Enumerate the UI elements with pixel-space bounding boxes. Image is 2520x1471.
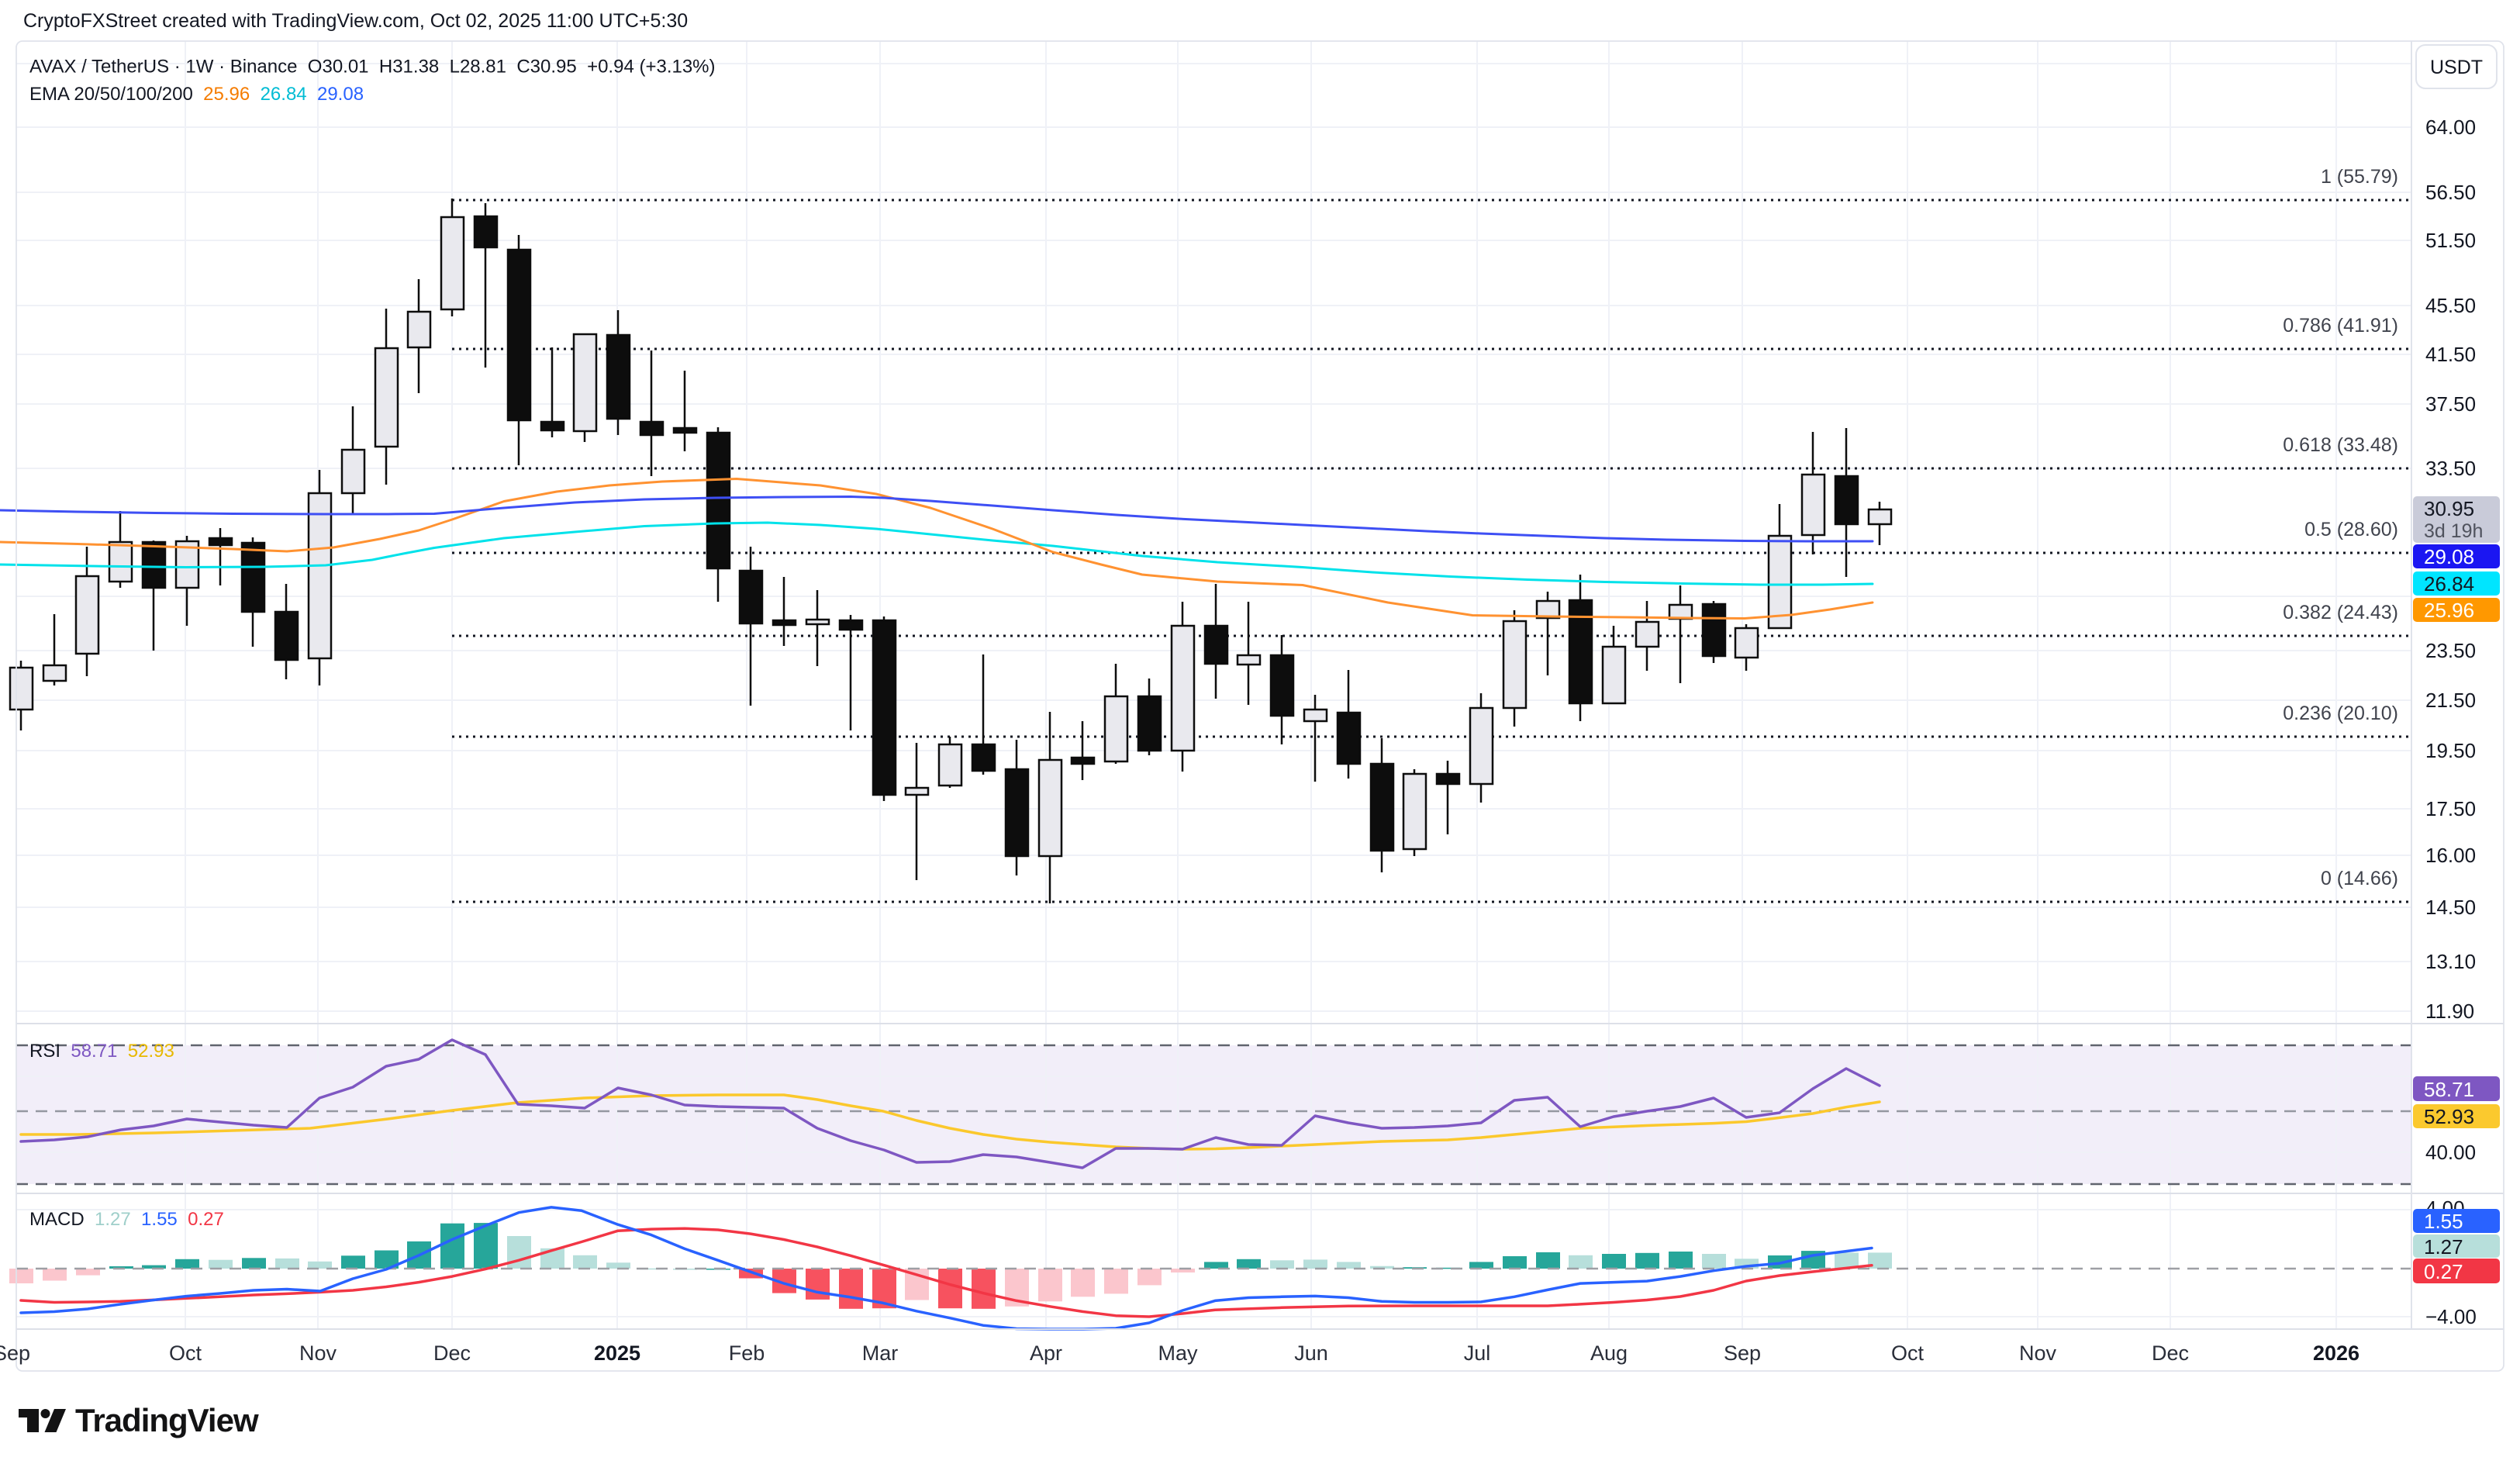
svg-text:CryptoFXStreet created with Tr: CryptoFXStreet created with TradingView.…: [23, 10, 688, 32]
svg-text:41.50: 41.50: [2425, 343, 2476, 366]
svg-text:Feb: Feb: [729, 1342, 765, 1365]
svg-text:0.786 (41.91): 0.786 (41.91): [2283, 315, 2398, 337]
svg-text:25.96: 25.96: [2424, 599, 2474, 622]
svg-text:Mar: Mar: [862, 1342, 899, 1365]
svg-text:0.618 (33.48): 0.618 (33.48): [2283, 434, 2398, 456]
svg-text:14.50: 14.50: [2425, 896, 2476, 919]
svg-text:56.50: 56.50: [2425, 181, 2476, 204]
svg-text:Apr: Apr: [1030, 1342, 1062, 1365]
svg-text:51.50: 51.50: [2425, 229, 2476, 252]
svg-text:0.5 (28.60): 0.5 (28.60): [2304, 519, 2398, 540]
svg-text:13.10: 13.10: [2425, 950, 2476, 973]
svg-text:23.50: 23.50: [2425, 639, 2476, 662]
svg-text:TradingView: TradingView: [75, 1402, 259, 1438]
svg-text:USDT: USDT: [2430, 57, 2483, 78]
svg-text:Sep: Sep: [0, 1342, 30, 1365]
svg-text:Jun: Jun: [1294, 1342, 1328, 1365]
svg-text:26.84: 26.84: [2424, 572, 2474, 596]
svg-text:40.00: 40.00: [2425, 1141, 2476, 1164]
svg-text:1 (55.79): 1 (55.79): [2321, 166, 2398, 188]
svg-text:37.50: 37.50: [2425, 392, 2476, 416]
svg-text:16.00: 16.00: [2425, 844, 2476, 867]
svg-text:29.08: 29.08: [2424, 545, 2474, 568]
svg-text:Nov: Nov: [299, 1342, 337, 1365]
svg-text:64.00: 64.00: [2425, 116, 2476, 139]
svg-text:May: May: [1158, 1342, 1198, 1365]
svg-text:45.50: 45.50: [2425, 294, 2476, 317]
svg-text:0 (14.66): 0 (14.66): [2321, 868, 2398, 889]
svg-text:0.382 (24.43): 0.382 (24.43): [2283, 602, 2398, 623]
svg-text:11.90: 11.90: [2425, 1000, 2474, 1023]
svg-text:Dec: Dec: [433, 1342, 471, 1365]
svg-text:1.55: 1.55: [2424, 1210, 2463, 1233]
svg-text:Dec: Dec: [2152, 1342, 2189, 1365]
svg-text:−4.00: −4.00: [2425, 1305, 2477, 1328]
svg-text:58.71: 58.71: [2424, 1078, 2474, 1101]
svg-text:Sep: Sep: [1724, 1342, 1761, 1365]
svg-text:52.93: 52.93: [2424, 1105, 2474, 1128]
svg-text:0.236 (20.10): 0.236 (20.10): [2283, 703, 2398, 724]
svg-text:RSI 58.71 52.93: RSI 58.71 52.93: [29, 1041, 174, 1062]
svg-text:Aug: Aug: [1590, 1342, 1628, 1365]
svg-text:EMA 20/50/100/200 25.96 26.8: EMA 20/50/100/200 25.96 26.84 29.08: [29, 84, 364, 105]
svg-text:21.50: 21.50: [2425, 689, 2476, 712]
svg-text:1.27: 1.27: [2424, 1235, 2463, 1259]
svg-text:19.50: 19.50: [2425, 739, 2476, 762]
svg-text:Oct: Oct: [1891, 1342, 1925, 1365]
svg-text:AVAX / TetherUS · 1W · Binance: AVAX / TetherUS · 1W · Binance O30.01 H3…: [29, 57, 716, 78]
svg-text:3d 19h: 3d 19h: [2424, 520, 2483, 542]
svg-text:0.27: 0.27: [2424, 1260, 2463, 1283]
svg-text:30.95: 30.95: [2424, 497, 2474, 520]
svg-text:Jul: Jul: [1464, 1342, 1491, 1365]
svg-text:33.50: 33.50: [2425, 457, 2476, 480]
svg-text:Oct: Oct: [169, 1342, 202, 1365]
svg-text:2026: 2026: [2313, 1342, 2359, 1365]
svg-text:Nov: Nov: [2019, 1342, 2057, 1365]
svg-text:MACD 1.27 1.55 0.27: MACD 1.27 1.55 0.27: [29, 1209, 224, 1230]
svg-text:17.50: 17.50: [2425, 797, 2476, 820]
svg-text:2025: 2025: [594, 1342, 640, 1365]
